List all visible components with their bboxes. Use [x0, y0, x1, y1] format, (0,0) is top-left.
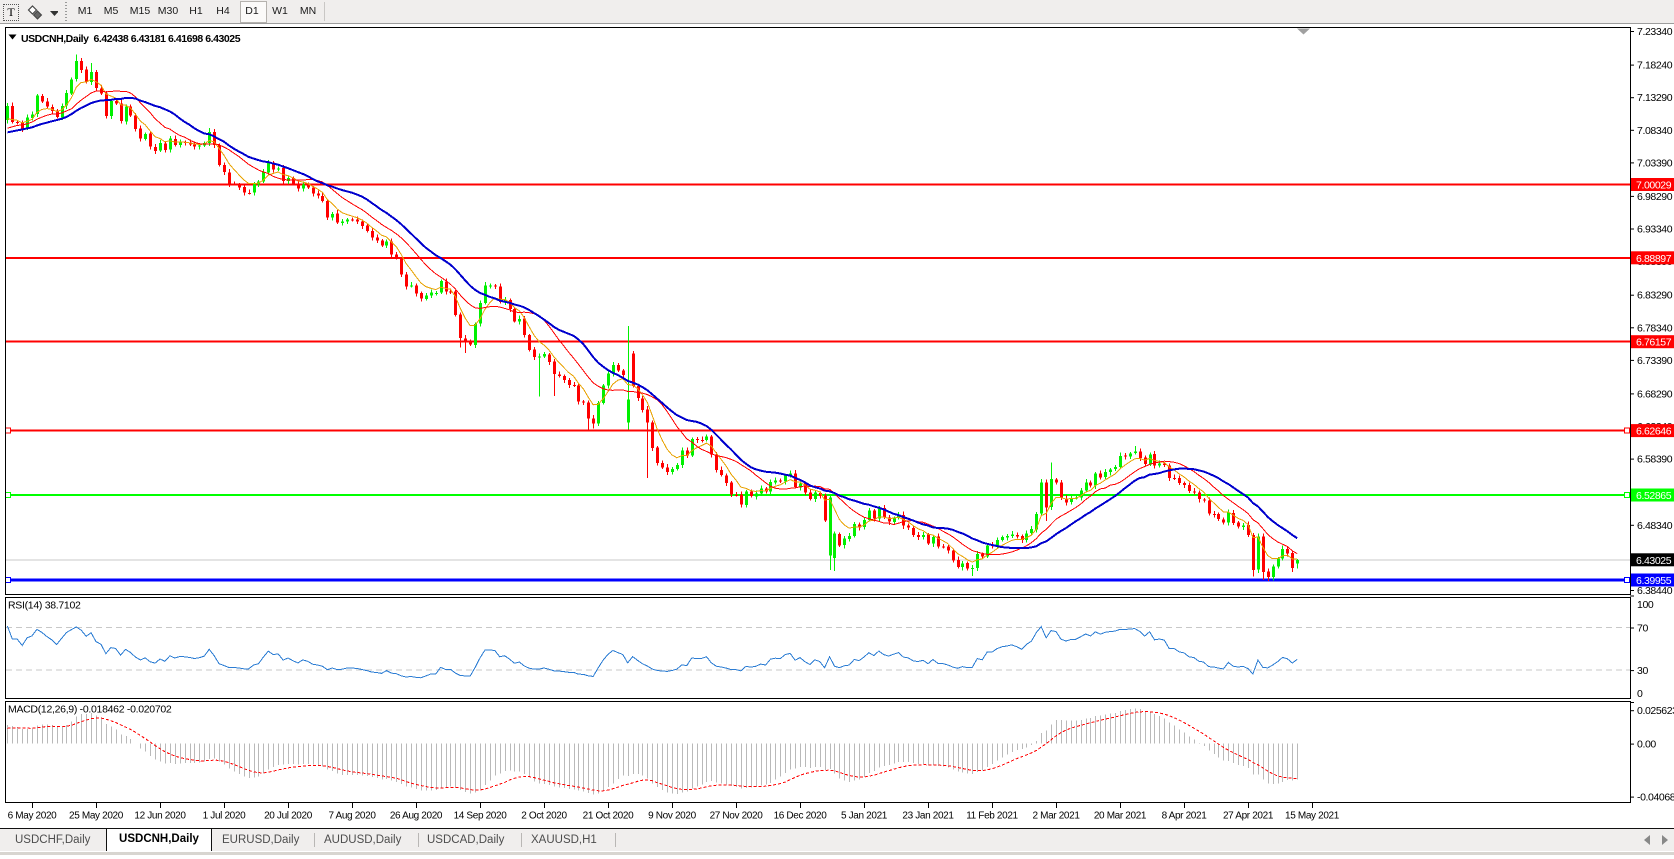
svg-text:1 Jul 2020: 1 Jul 2020	[203, 811, 246, 822]
svg-text:5 Jan 2021: 5 Jan 2021	[841, 811, 888, 822]
svg-text:25 May 2020: 25 May 2020	[69, 811, 124, 822]
svg-text:7.08340: 7.08340	[1637, 125, 1673, 137]
svg-text:8 Apr 2021: 8 Apr 2021	[1162, 811, 1208, 822]
svg-text:0.00: 0.00	[1637, 739, 1656, 751]
svg-text:6.98290: 6.98290	[1637, 191, 1673, 203]
svg-text:14 Sep 2020: 14 Sep 2020	[454, 811, 508, 822]
svg-text:6.76157: 6.76157	[1636, 337, 1672, 349]
svg-text:6.73390: 6.73390	[1637, 355, 1673, 367]
svg-text:6.88897: 6.88897	[1636, 253, 1672, 265]
svg-text:7.13290: 7.13290	[1637, 92, 1673, 104]
svg-text:2 Mar 2021: 2 Mar 2021	[1032, 811, 1080, 822]
svg-text:6.58390: 6.58390	[1637, 454, 1673, 466]
svg-text:6.78340: 6.78340	[1637, 322, 1673, 334]
svg-text:6.93340: 6.93340	[1637, 224, 1673, 236]
svg-text:30: 30	[1637, 665, 1648, 677]
svg-text:MACD(12,26,9) -0.018462 -0.020: MACD(12,26,9) -0.018462 -0.020702	[8, 704, 172, 716]
svg-text:27 Nov 2020: 27 Nov 2020	[710, 811, 764, 822]
svg-text:6.68290: 6.68290	[1637, 388, 1673, 400]
svg-text:6.48340: 6.48340	[1637, 520, 1673, 532]
svg-text:23 Jan 2021: 23 Jan 2021	[902, 811, 954, 822]
svg-text:70: 70	[1637, 623, 1648, 635]
svg-text:6.38440: 6.38440	[1637, 585, 1673, 597]
svg-text:RSI(14) 38.7102: RSI(14) 38.7102	[8, 600, 81, 612]
svg-text:12 Jun 2020: 12 Jun 2020	[134, 811, 186, 822]
svg-text:27 Apr 2021: 27 Apr 2021	[1223, 811, 1274, 822]
svg-text:21 Oct 2020: 21 Oct 2020	[583, 811, 634, 822]
svg-text:0: 0	[1637, 688, 1643, 700]
svg-text:7.18240: 7.18240	[1637, 60, 1673, 72]
svg-text:USDCNH,Daily 6.42438 6.43181: USDCNH,Daily 6.42438 6.43181 6.41698 6.4…	[21, 33, 241, 45]
svg-text:16 Dec 2020: 16 Dec 2020	[774, 811, 828, 822]
svg-text:6.52865: 6.52865	[1636, 490, 1672, 502]
svg-text:6 May 2020: 6 May 2020	[8, 811, 58, 822]
svg-text:20 Jul 2020: 20 Jul 2020	[264, 811, 313, 822]
svg-text:7.23340: 7.23340	[1637, 26, 1673, 38]
svg-text:2 Oct 2020: 2 Oct 2020	[521, 811, 567, 822]
svg-text:26 Aug 2020: 26 Aug 2020	[390, 811, 443, 822]
svg-text:100: 100	[1637, 599, 1654, 611]
svg-text:6.62646: 6.62646	[1636, 426, 1672, 438]
svg-text:0.025623: 0.025623	[1637, 705, 1674, 717]
svg-text:6.39955: 6.39955	[1636, 575, 1672, 587]
svg-text:7 Aug 2020: 7 Aug 2020	[328, 811, 376, 822]
svg-text:7.03390: 7.03390	[1637, 157, 1673, 169]
svg-text:15 May 2021: 15 May 2021	[1285, 811, 1340, 822]
svg-text:7.00029: 7.00029	[1636, 180, 1672, 192]
svg-text:20 Mar 2021: 20 Mar 2021	[1094, 811, 1147, 822]
svg-text:11 Feb 2021: 11 Feb 2021	[966, 811, 1018, 822]
svg-text:9 Nov 2020: 9 Nov 2020	[648, 811, 696, 822]
svg-text:6.83290: 6.83290	[1637, 290, 1673, 302]
svg-text:6.43025: 6.43025	[1636, 555, 1672, 567]
